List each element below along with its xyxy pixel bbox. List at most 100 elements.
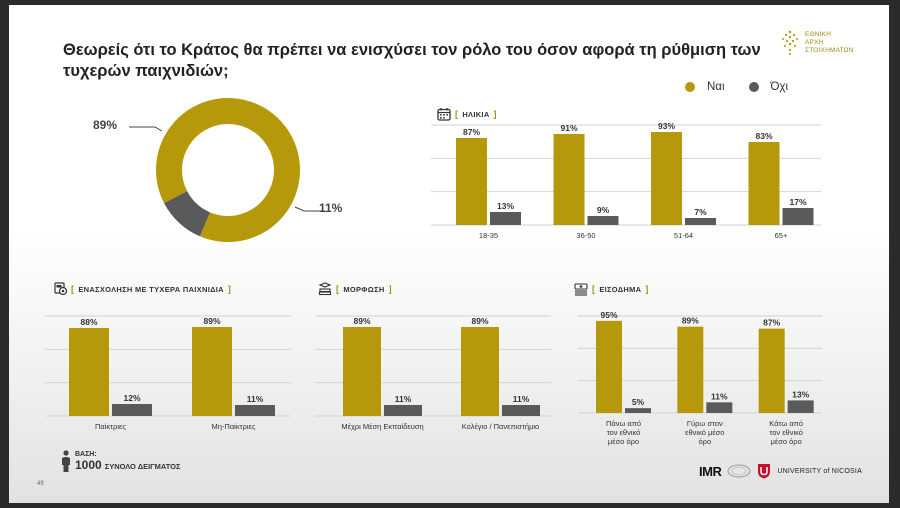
category-label: όρο xyxy=(699,437,712,446)
base-number: 1000 xyxy=(75,458,102,472)
bar-no xyxy=(587,216,619,225)
bar-yes xyxy=(69,328,109,416)
value-label: 89% xyxy=(203,316,220,326)
category-label: 18-35 xyxy=(479,231,498,240)
category-label: Κολέγιο / Πανεπιστήμιο xyxy=(462,422,539,431)
value-label: 88% xyxy=(80,317,97,327)
category-label: Πάνω από xyxy=(606,419,641,428)
section-title-income: ΕΙΣΟΔΗΜΑ xyxy=(599,284,642,294)
dots-logo-icon xyxy=(782,30,798,55)
value-label: 11% xyxy=(711,391,728,401)
donut-label-yes: 89% xyxy=(93,118,118,132)
category-label: Μέχρι Μέση Εκπαίδευση xyxy=(341,422,423,431)
donut-svg xyxy=(129,98,325,243)
slot-machine-icon xyxy=(54,282,67,296)
bar-no xyxy=(706,402,733,413)
value-label: 89% xyxy=(353,316,370,326)
category-label: μέσο όρο xyxy=(608,437,639,446)
page-title: Θεωρείς ότι το Κράτος θα πρέπει να ενισχ… xyxy=(63,41,761,80)
section-title-age: ΗΛΙΚΙΑ xyxy=(462,109,490,119)
value-label: 11% xyxy=(395,394,412,404)
category-label: 65+ xyxy=(775,231,788,240)
value-label: 93% xyxy=(658,121,675,131)
value-label: 91% xyxy=(560,123,577,133)
value-label: 17% xyxy=(789,197,806,207)
legend-item-yes: Ναι xyxy=(685,81,725,93)
bar-yes xyxy=(192,327,232,416)
legend-item-no: Όχι xyxy=(748,81,789,93)
bar-yes xyxy=(651,132,682,225)
partner-logos: IMR UNIVERSITY of NICOSIA xyxy=(699,460,879,482)
value-label: 7% xyxy=(694,207,707,217)
bar-yes xyxy=(456,138,487,225)
imr-logo: IMR xyxy=(699,463,722,479)
bar-no xyxy=(235,405,275,416)
bar-yes xyxy=(758,328,785,413)
income-bar-chart: 95% 5% Πάνω από τον εθνικό μέσο όρο 89% 11% Γύρ… xyxy=(578,310,822,461)
value-label: 95% xyxy=(600,310,617,320)
age-bar-chart: 87% 13% 18-35 91% 9% 36-50 93% 7% 51-64 83% 17% 65+ xyxy=(431,121,821,255)
person-icon xyxy=(62,450,70,472)
chart-gambling-svg: 88% 12% Παίκτριες 89% 11% Μη-Παίκτριες xyxy=(45,315,291,431)
gambling-bar-chart: 88% 12% Παίκτριες 89% 11% Μη-Παίκτριες xyxy=(45,315,291,446)
category-label: Γύρω στον xyxy=(687,419,723,428)
value-label: 9% xyxy=(597,205,610,215)
money-stack-icon xyxy=(574,283,588,296)
bar-no xyxy=(384,405,422,416)
donut-chart: 89% 11% xyxy=(93,95,359,245)
category-label: 51-64 xyxy=(674,231,693,240)
bar-yes xyxy=(677,326,704,413)
bar-yes xyxy=(748,142,780,225)
books-icon xyxy=(318,282,332,296)
value-label: 87% xyxy=(463,127,480,137)
bar-no xyxy=(502,405,540,416)
donut-slice-yes xyxy=(156,98,300,243)
category-label: τον εθνικό xyxy=(769,428,803,437)
legend-label-no: Όχι xyxy=(770,81,789,93)
section-header-age: [ΗΛΙΚΙΑ] xyxy=(437,107,497,121)
donut-leader-no xyxy=(294,206,325,212)
category-label: Μη-Παίκτριες xyxy=(212,422,256,431)
national-betting-authority-logo: ΕΘΝΙΚΗ ΑΡΧΗ ΣΤΟΙΧΗΜΑΤΩΝ xyxy=(779,29,879,63)
donut-leader-yes xyxy=(129,126,163,132)
bar-no xyxy=(782,208,814,225)
value-label: 87% xyxy=(763,318,780,328)
base-label: ΒΑΣΗ: xyxy=(75,451,97,458)
value-label: 83% xyxy=(755,131,772,141)
value-label: 11% xyxy=(247,394,264,404)
sample-base: ΒΑΣΗ: 1000 ΣΥΝΟΛΟ ΔΕΙΓΜΑΤΟΣ xyxy=(61,450,181,472)
value-label: 13% xyxy=(792,389,809,399)
value-label: 13% xyxy=(497,201,514,211)
anniversary-badge-icon xyxy=(727,464,751,478)
bar-no xyxy=(625,408,651,413)
bar-yes xyxy=(553,134,585,225)
donut-label-no: 11% xyxy=(319,201,343,215)
category-label: 36-50 xyxy=(576,231,595,240)
category-label: εθνικό μέσο xyxy=(685,428,724,437)
section-header-education: [ΜΟΡΦΩΣΗ] xyxy=(318,282,392,296)
value-label: 5% xyxy=(632,397,645,407)
logo-line-1: ΕΘΝΙΚΗ xyxy=(805,31,832,38)
bar-no xyxy=(685,218,716,225)
section-header-income: [ΕΙΣΟΔΗΜΑ] xyxy=(574,282,649,296)
bar-yes xyxy=(343,327,381,416)
bar-no xyxy=(787,400,814,413)
bar-no xyxy=(490,212,521,225)
section-title-education: ΜΟΡΦΩΣΗ xyxy=(343,284,385,294)
legend-swatch-no xyxy=(748,82,759,92)
chart-age-svg: 87% 13% 18-35 91% 9% 36-50 93% 7% 51-64 83% 17% 65+ xyxy=(431,121,821,240)
university-shield-icon xyxy=(758,464,771,479)
value-label: 89% xyxy=(682,316,699,326)
education-bar-chart: 89% 11% Μέχρι Μέση Εκπαίδευση 89% 11% Κολέγιο… xyxy=(315,315,551,446)
value-label: 12% xyxy=(123,393,140,403)
slide: Θεωρείς ότι το Κράτος θα πρέπει να ενισχ… xyxy=(9,5,889,503)
base-text: ΣΥΝΟΛΟ ΔΕΙΓΜΑΤΟΣ xyxy=(104,462,181,471)
donut-slice-no xyxy=(164,191,211,237)
section-title-gambling: ΕΝΑΣΧΟΛΗΣΗ ΜΕ ΤΥΧΕΡΑ ΠΑΙΧΝΙΔΙΑ xyxy=(78,284,224,294)
category-label: Κάτω από xyxy=(769,419,803,428)
category-label: τον εθνικό xyxy=(607,428,641,437)
category-label: μέσο όρο xyxy=(771,437,802,446)
value-label: 11% xyxy=(513,394,530,404)
legend-label-yes: Ναι xyxy=(707,81,725,93)
